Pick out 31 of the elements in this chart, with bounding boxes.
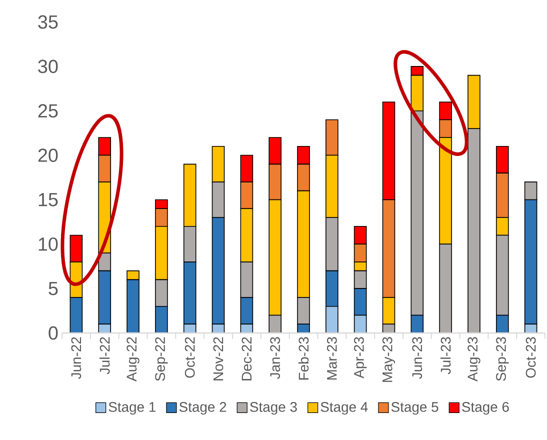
y-tick-label: 20	[38, 148, 58, 162]
x-tick-label: Feb-23	[298, 337, 309, 380]
x-tick-label: Oct-23	[526, 337, 536, 378]
x-tick-label: May-23	[382, 337, 396, 382]
x-tick-label: Aug-23	[468, 337, 480, 382]
x-tick-label: Jul-22	[99, 337, 110, 374]
x-tick-label: Jan-23	[270, 337, 280, 379]
y-tick-label: 10	[38, 237, 58, 251]
legend-label: Stage 5	[391, 402, 438, 415]
x-tick-label: Sep-22	[155, 337, 168, 381]
y-tick-label: 15	[38, 193, 58, 206]
legend-label: Stage 1	[108, 402, 156, 415]
x-tick-label: Oct-22	[184, 337, 195, 378]
y-tick-label: 25	[38, 104, 58, 118]
legend-label: Stage 3	[250, 402, 297, 415]
y-tick-label: 35	[38, 15, 58, 29]
x-tick-label: Dec-22	[242, 337, 252, 380]
x-tick-label: Mar-23	[326, 337, 337, 380]
x-tick-label: Aug-22	[126, 337, 140, 382]
x-tick-label: Jul-23	[440, 337, 451, 374]
x-tick-label: Jun-22	[71, 337, 82, 379]
y-tick-label: 0	[48, 326, 58, 340]
legend-label: Stage 6	[462, 402, 509, 415]
y-tick-label: 30	[38, 60, 58, 74]
x-tick-label: Apr-23	[354, 337, 367, 378]
x-tick-label: Sep-23	[496, 337, 509, 381]
x-tick-label: Nov-22	[213, 337, 224, 380]
legend-label: Stage 2	[179, 402, 226, 415]
x-tick-label: Jun-23	[412, 337, 422, 379]
y-tick-label: 5	[48, 282, 58, 296]
legend-label: Stage 4	[320, 402, 368, 415]
